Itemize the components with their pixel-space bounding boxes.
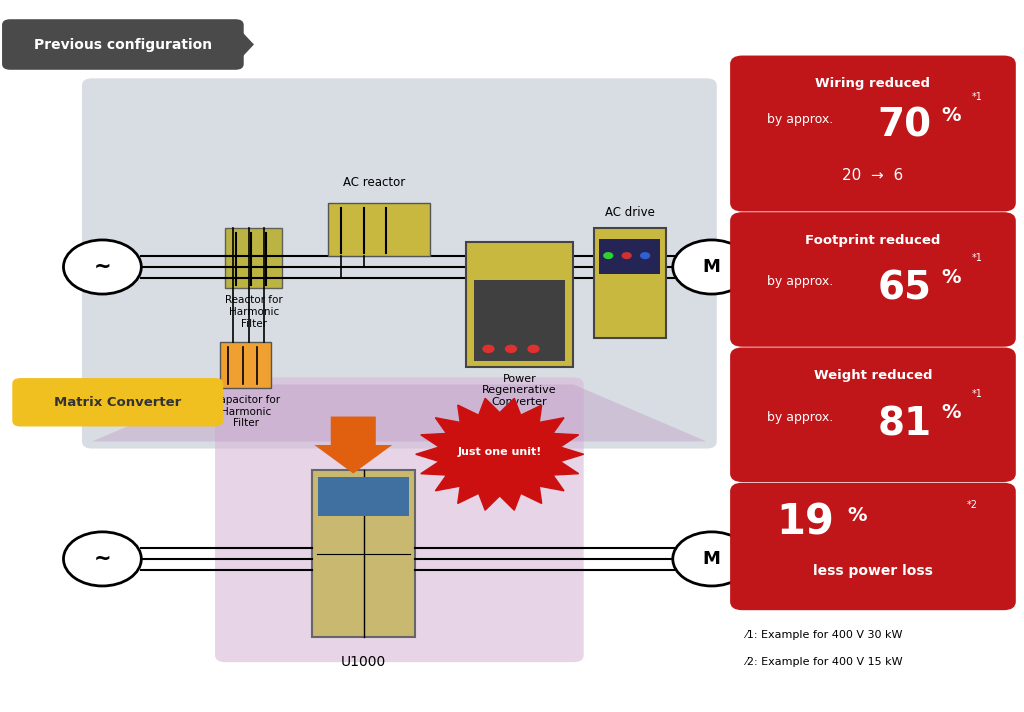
FancyBboxPatch shape — [466, 242, 573, 367]
Text: Capacitor for
Harmonic
Filter: Capacitor for Harmonic Filter — [212, 395, 280, 429]
Text: Matrix Converter: Matrix Converter — [54, 396, 181, 409]
Text: by approx.: by approx. — [767, 276, 833, 288]
Text: ~: ~ — [93, 549, 112, 569]
Text: AC reactor: AC reactor — [343, 176, 404, 189]
FancyBboxPatch shape — [220, 342, 271, 388]
Circle shape — [673, 532, 751, 586]
FancyBboxPatch shape — [215, 377, 584, 662]
Circle shape — [622, 252, 632, 259]
Text: 81: 81 — [878, 405, 932, 443]
Text: %: % — [941, 403, 962, 422]
FancyBboxPatch shape — [730, 483, 1016, 610]
Text: %: % — [941, 268, 962, 287]
Text: M: M — [702, 258, 721, 276]
Text: Reactor for
Harmonic
Filter: Reactor for Harmonic Filter — [225, 295, 283, 329]
FancyBboxPatch shape — [318, 477, 409, 516]
FancyBboxPatch shape — [594, 228, 666, 338]
Text: AC drive: AC drive — [605, 206, 654, 219]
FancyBboxPatch shape — [730, 56, 1016, 211]
Text: *1: *1 — [972, 93, 983, 103]
Text: Just one unit!: Just one unit! — [458, 447, 542, 457]
Text: Previous configuration: Previous configuration — [34, 38, 212, 51]
Text: %: % — [941, 106, 962, 125]
FancyBboxPatch shape — [312, 470, 415, 637]
Polygon shape — [314, 417, 392, 473]
Circle shape — [482, 345, 495, 353]
Text: %: % — [848, 506, 867, 525]
FancyBboxPatch shape — [730, 212, 1016, 347]
Text: U1000: U1000 — [341, 655, 386, 669]
Text: Power
Regenerative
Converter: Power Regenerative Converter — [482, 374, 557, 407]
Text: 65: 65 — [878, 270, 931, 308]
Text: *2: *2 — [967, 500, 978, 510]
Polygon shape — [416, 398, 584, 511]
Circle shape — [673, 240, 751, 294]
Text: ⁄1: Example for 400 V 30 kW: ⁄1: Example for 400 V 30 kW — [745, 630, 903, 640]
Polygon shape — [236, 25, 254, 64]
Text: ⁄2: Example for 400 V 15 kW: ⁄2: Example for 400 V 15 kW — [745, 657, 903, 667]
Circle shape — [640, 252, 650, 259]
Circle shape — [505, 345, 517, 353]
FancyBboxPatch shape — [82, 78, 717, 449]
FancyBboxPatch shape — [730, 347, 1016, 482]
Text: Wiring reduced: Wiring reduced — [815, 77, 931, 90]
FancyBboxPatch shape — [2, 19, 244, 70]
Circle shape — [63, 240, 141, 294]
Text: less power loss: less power loss — [813, 564, 933, 577]
FancyBboxPatch shape — [328, 203, 430, 256]
FancyBboxPatch shape — [599, 239, 660, 274]
Circle shape — [527, 345, 540, 353]
Polygon shape — [92, 384, 707, 441]
Circle shape — [603, 252, 613, 259]
Text: Footprint reduced: Footprint reduced — [805, 234, 941, 247]
Text: by approx.: by approx. — [767, 411, 833, 424]
Text: 19: 19 — [776, 501, 834, 543]
Text: by approx.: by approx. — [767, 113, 833, 126]
FancyBboxPatch shape — [12, 378, 223, 426]
Text: ~: ~ — [93, 257, 112, 277]
Text: 70: 70 — [878, 106, 932, 144]
FancyBboxPatch shape — [474, 280, 565, 361]
Text: M: M — [702, 550, 721, 568]
FancyBboxPatch shape — [225, 228, 282, 288]
Text: Weight reduced: Weight reduced — [814, 370, 932, 382]
Text: *1: *1 — [972, 389, 983, 399]
Circle shape — [63, 532, 141, 586]
Text: *1: *1 — [972, 253, 983, 263]
Text: 20  →  6: 20 → 6 — [843, 167, 903, 183]
